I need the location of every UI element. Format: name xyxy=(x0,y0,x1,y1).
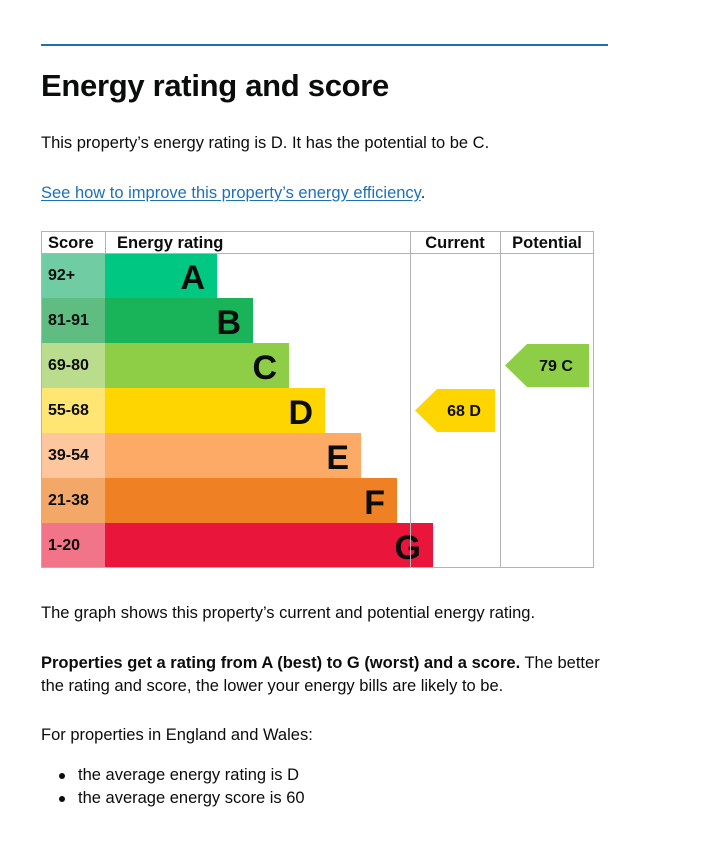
list-item: the average energy score is 60 xyxy=(59,787,305,810)
potential-rating-arrow xyxy=(505,344,589,387)
score-label: 55-68 xyxy=(48,402,89,419)
current-rating-arrow-label: 68 D xyxy=(447,403,481,420)
score-cell xyxy=(41,388,105,433)
score-label: 81-91 xyxy=(48,312,89,329)
score-cell xyxy=(41,478,105,523)
score-cell xyxy=(41,298,105,343)
header-score: Score xyxy=(48,234,94,252)
band-letter: F xyxy=(364,484,385,522)
header-energy-rating: Energy rating xyxy=(117,234,223,252)
rating-bar-g xyxy=(105,523,433,568)
improve-efficiency-link[interactable]: See how to improve this property’s energ… xyxy=(41,184,421,202)
band-letter: A xyxy=(180,259,205,297)
score-label: 1-20 xyxy=(48,537,80,554)
page-title: Energy rating and score xyxy=(41,68,389,103)
link-suffix: . xyxy=(420,184,426,202)
band-letter: B xyxy=(216,304,241,342)
region-note: For properties in England and Wales: xyxy=(41,726,313,744)
rating-explanation-bold: Properties get a rating from A (best) to… xyxy=(41,654,521,672)
list-item: the average energy rating is D xyxy=(59,764,305,787)
band-letter: D xyxy=(288,394,313,432)
improve-link-line: See how to improve this property’s energ… xyxy=(41,182,425,205)
current-rating-arrow xyxy=(415,389,495,432)
rating-bar-d xyxy=(105,388,325,433)
score-label: 21-38 xyxy=(48,492,89,509)
rating-explanation: Properties get a rating from A (best) to… xyxy=(41,652,601,698)
score-label: 69-80 xyxy=(48,357,89,374)
score-cell xyxy=(41,523,105,568)
band-letter: E xyxy=(326,439,349,477)
rating-bar-e xyxy=(105,433,361,478)
score-label: 39-54 xyxy=(48,447,89,464)
rating-summary: This property’s energy rating is D. It h… xyxy=(41,134,490,152)
rating-bar-a xyxy=(105,253,217,298)
score-label: 92+ xyxy=(48,267,75,284)
score-cell xyxy=(41,343,105,388)
header-current: Current xyxy=(425,234,485,252)
rating-bar-f xyxy=(105,478,397,523)
band-letter: C xyxy=(252,349,277,387)
chart-border xyxy=(41,231,594,568)
header-potential: Potential xyxy=(512,234,582,252)
section-divider xyxy=(41,44,608,46)
band-letter: G xyxy=(395,529,421,567)
score-cell xyxy=(41,433,105,478)
score-cell xyxy=(41,253,105,298)
rating-explanation-rest: The better the rating and score, the low… xyxy=(41,654,600,695)
potential-rating-arrow-label: 79 C xyxy=(539,358,573,375)
rating-bar-b xyxy=(105,298,253,343)
rating-bar-c xyxy=(105,343,289,388)
graph-note: The graph shows this property’s current … xyxy=(41,604,536,622)
averages-list: the average energy rating is D the avera… xyxy=(41,764,305,810)
